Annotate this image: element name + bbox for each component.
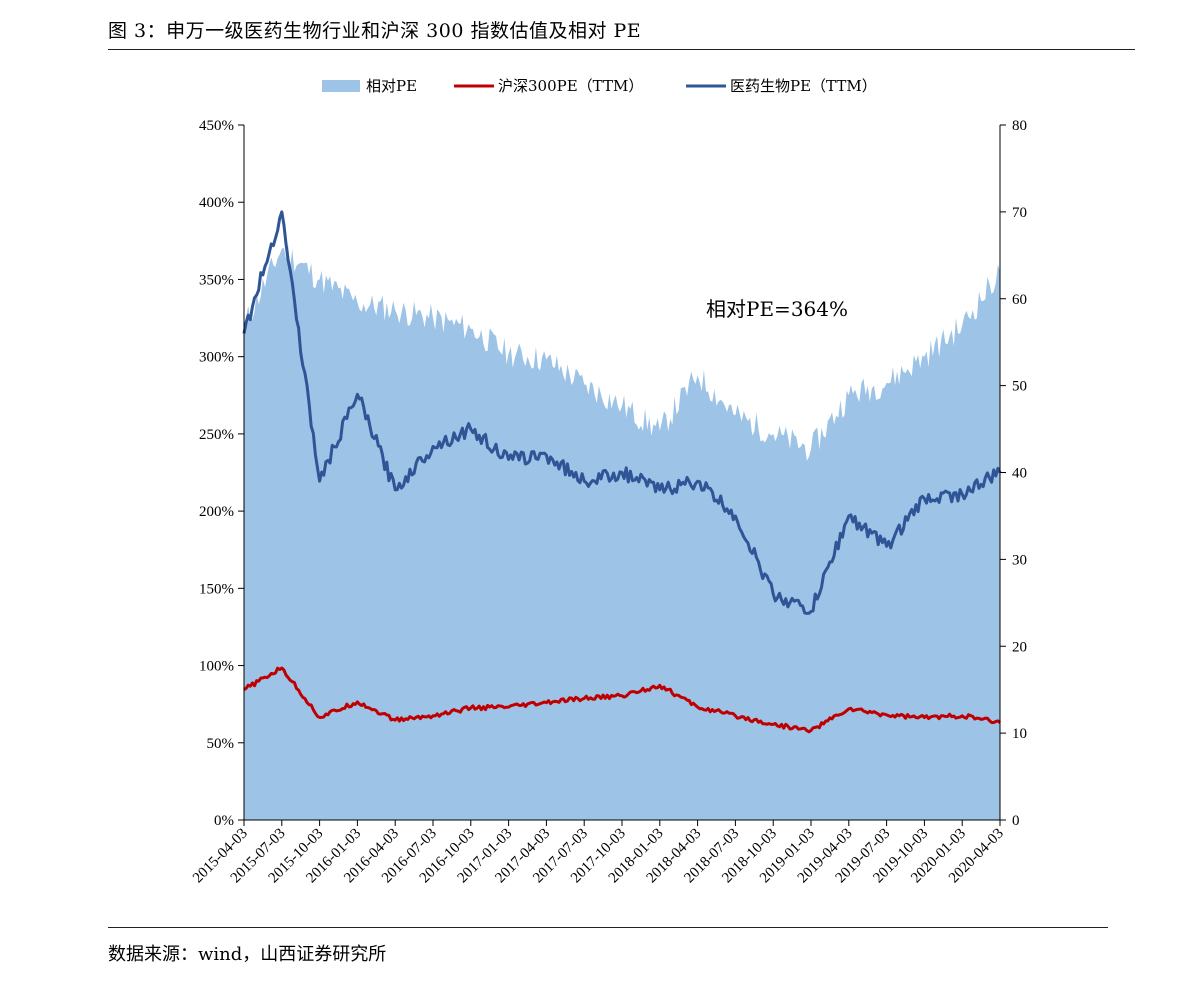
legend-item-2: 医药生物PE（TTM） xyxy=(686,77,877,95)
left-tick-label: 400% xyxy=(199,195,234,211)
right-tick-label: 50 xyxy=(1012,379,1027,395)
legend: 相对PE 沪深300PE（TTM） 医药生物PE（TTM） xyxy=(322,77,877,95)
right-tick-label: 60 xyxy=(1012,292,1027,308)
left-tick-label: 50% xyxy=(207,736,235,752)
chart-title: 图 3：申万一级医药生物行业和沪深 300 指数估值及相对 PE xyxy=(108,20,642,42)
legend-swatch-area xyxy=(322,80,360,92)
right-tick-label: 80 xyxy=(1012,118,1027,134)
legend-label: 沪深300PE（TTM） xyxy=(498,77,643,95)
data-source: 数据来源：wind，山西证券研究所 xyxy=(108,944,387,965)
right-tick-label: 20 xyxy=(1012,639,1027,655)
left-tick-label: 450% xyxy=(199,118,234,134)
left-tick-label: 200% xyxy=(199,504,234,520)
legend-label: 相对PE xyxy=(366,77,417,95)
left-tick-label: 250% xyxy=(199,427,234,443)
legend-item-0: 相对PE xyxy=(322,77,417,95)
right-tick-label: 40 xyxy=(1012,466,1027,482)
legend-label: 医药生物PE（TTM） xyxy=(730,77,877,95)
legend-item-1: 沪深300PE（TTM） xyxy=(454,77,643,95)
right-tick-label: 30 xyxy=(1012,552,1027,568)
left-tick-label: 150% xyxy=(199,581,234,597)
relative-pe-area-layer xyxy=(244,245,1000,820)
left-tick-label: 0% xyxy=(214,813,234,829)
bottom-divider xyxy=(108,927,1108,928)
right-tick-label: 0 xyxy=(1012,813,1020,829)
relative-pe-annotation: 相对PE=364% xyxy=(706,297,848,321)
right-tick-label: 70 xyxy=(1012,205,1027,221)
right-tick-label: 10 xyxy=(1012,726,1027,742)
left-tick-label: 350% xyxy=(199,272,234,288)
left-tick-label: 100% xyxy=(199,659,234,675)
top-divider xyxy=(108,49,1135,50)
pe-lines-layer xyxy=(242,210,1002,734)
relative-pe-area xyxy=(244,245,1000,820)
left-tick-label: 300% xyxy=(199,350,234,366)
